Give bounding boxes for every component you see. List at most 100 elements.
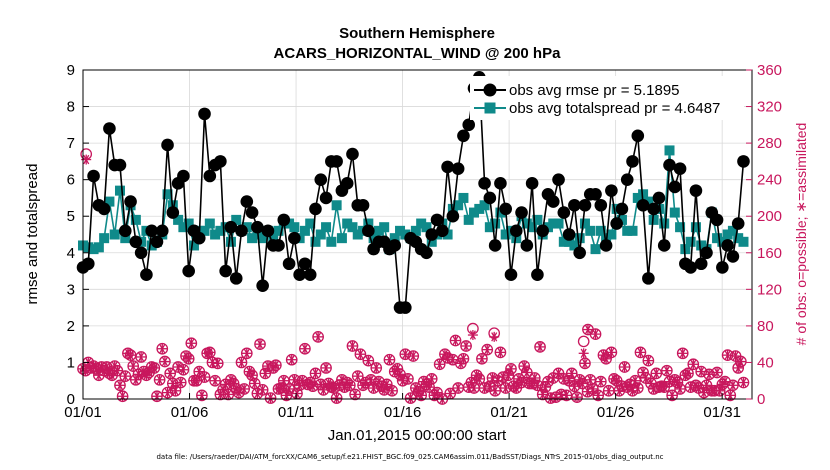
obs-possible-marker	[182, 352, 195, 365]
rmse-marker	[657, 239, 671, 252]
rmse-marker	[562, 228, 576, 241]
totalspread-marker	[363, 218, 374, 229]
totalspread-marker	[395, 225, 406, 236]
obs-possible-marker	[148, 362, 161, 374]
rmse-marker	[594, 198, 608, 212]
totalspread-marker	[680, 244, 691, 255]
obs-assimilated-marker	[578, 348, 589, 359]
rmse-marker	[520, 239, 534, 252]
obs-assimilated-marker	[632, 383, 643, 394]
y-tick-right-label: 360	[757, 62, 782, 79]
rmse-marker	[192, 231, 206, 245]
obs-possible-marker	[618, 361, 631, 373]
obs-possible-marker	[713, 384, 726, 397]
totalspread-marker	[727, 225, 738, 236]
legend: obs avg rmse pr = 5.1895 obs avg totalsp…	[470, 76, 744, 120]
rmse-marker	[478, 177, 491, 190]
obs-possible-marker	[159, 355, 171, 368]
rmse-marker	[531, 268, 544, 282]
obs-assimilated-marker	[321, 362, 332, 373]
obs-assimilated-marker	[355, 349, 366, 360]
y-tick-left-label: 6	[67, 172, 75, 189]
obs-assimilated-marker	[405, 393, 416, 404]
rmse-marker	[425, 228, 439, 241]
rmse-marker	[240, 195, 254, 208]
totalspread-marker	[368, 233, 379, 244]
obs-possible-marker	[676, 347, 689, 360]
obs-assimilated-marker	[154, 374, 165, 385]
totalspread-marker	[247, 233, 258, 244]
totalspread-marker	[88, 244, 99, 255]
y-tick-left-label: 4	[67, 245, 75, 262]
obs-possible-marker	[166, 377, 179, 390]
obs-assimilated-marker	[257, 384, 268, 395]
obs-possible-marker	[198, 371, 211, 383]
obs-assimilated-marker	[299, 343, 310, 354]
totalspread-marker	[606, 229, 617, 240]
obs-assimilated-marker	[170, 385, 181, 396]
obs-possible-marker	[518, 360, 531, 372]
obs-possible-marker	[151, 390, 163, 403]
obs-assimilated-marker	[719, 376, 730, 387]
x-tick-label: 01/11	[278, 404, 314, 421]
obs-assimilated-marker	[577, 378, 588, 389]
totalspread-marker	[326, 236, 337, 247]
obs-assimilated-marker	[643, 355, 654, 366]
obs-possible-marker	[634, 346, 647, 359]
totalspread-marker	[648, 214, 659, 225]
obs-assimilated-marker	[675, 383, 686, 394]
obs-assimilated-marker	[236, 357, 247, 368]
obs-assimilated-marker	[183, 353, 194, 364]
obs-assimilated-marker	[199, 372, 210, 383]
obs-possible-marker	[354, 348, 367, 361]
rmse-marker	[494, 177, 507, 190]
rmse-marker	[573, 246, 586, 260]
totalspread-marker	[231, 214, 242, 225]
legend-rmse-label: obs avg rmse pr = 5.1895	[509, 82, 680, 99]
totalspread-marker	[162, 189, 173, 200]
obs-possible-marker	[494, 346, 507, 359]
x-tick-label: 01/31	[703, 404, 741, 421]
rmse-marker	[161, 138, 174, 152]
rmse-marker	[103, 122, 116, 135]
totalspread-marker	[379, 222, 390, 233]
obs-possible-marker	[687, 358, 700, 371]
obs-possible-marker	[254, 338, 266, 351]
obs-assimilated-marker	[651, 368, 662, 379]
obs-assimilated-marker	[204, 347, 215, 358]
obs-possible-marker	[502, 369, 515, 382]
obs-assimilated-marker	[350, 389, 361, 400]
obs-possible-marker	[520, 366, 533, 379]
obs-possible-marker	[180, 350, 192, 362]
totalspread-marker	[426, 236, 437, 247]
totalspread-marker	[685, 236, 696, 247]
totalspread-marker	[632, 192, 643, 203]
y-tick-right-label: 80	[757, 318, 774, 335]
obs-possible-marker	[460, 340, 472, 352]
obs-possible-marker	[481, 343, 494, 356]
obs-assimilated-marker	[495, 347, 506, 358]
rmse-marker	[631, 129, 645, 143]
obs-possible-marker	[732, 362, 745, 374]
totalspread-marker	[347, 222, 358, 233]
obs-possible-marker	[457, 352, 470, 365]
y-tick-left-label: 3	[67, 281, 75, 298]
obs-assimilated-marker	[688, 359, 699, 370]
obs-possible-marker	[119, 370, 132, 383]
totalspread-marker	[585, 225, 596, 236]
obs-possible-marker	[87, 360, 100, 372]
obs-possible-marker	[140, 369, 153, 382]
obs-possible-marker	[264, 392, 277, 404]
obs-possible-marker	[256, 384, 269, 396]
obs-assimilated-marker	[489, 331, 500, 342]
obs-assimilated-marker	[239, 383, 250, 394]
totalspread-marker	[733, 233, 744, 244]
rmse-marker	[251, 220, 264, 234]
totalspread-marker	[109, 229, 120, 240]
y-tick-left-label: 2	[67, 318, 75, 335]
obs-possible-marker	[605, 346, 618, 359]
obs-assimilated-marker	[682, 368, 693, 379]
obs-assimilated-marker	[212, 358, 223, 369]
rmse-marker	[652, 191, 666, 205]
totalspread-marker	[712, 233, 723, 244]
